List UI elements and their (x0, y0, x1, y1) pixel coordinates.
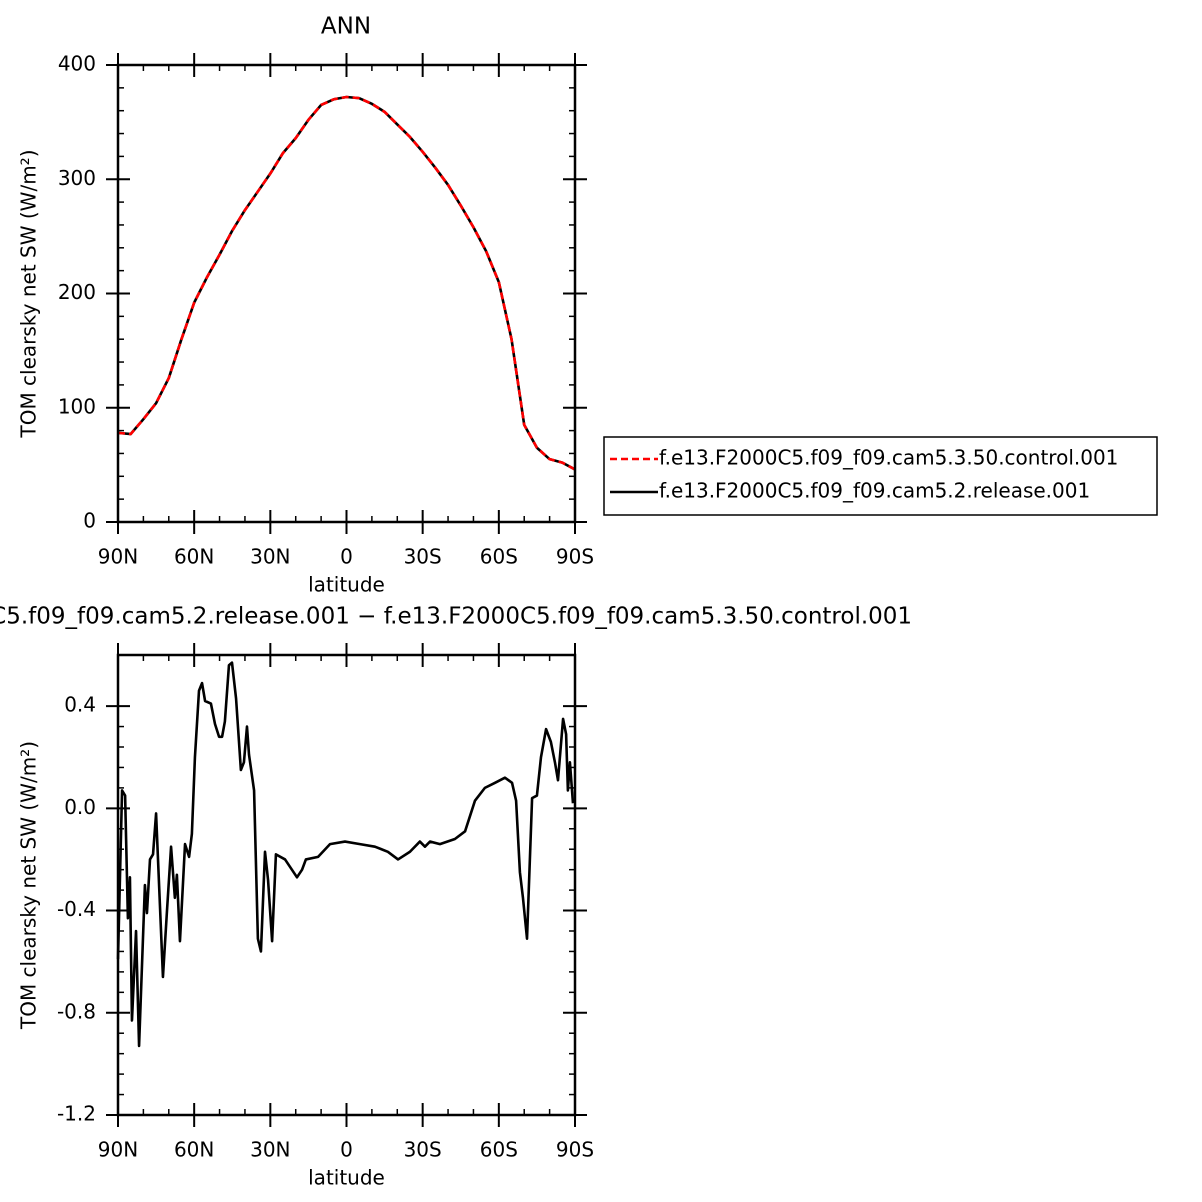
y-tick-label: 200 (58, 280, 96, 304)
x-tick-label: 90S (556, 545, 594, 569)
x-tick-label: 60N (174, 1138, 214, 1162)
chart-title: ANN (321, 14, 371, 40)
x-tick-label: 60S (480, 1138, 518, 1162)
x-axis-label: latitude (308, 1166, 385, 1190)
y-tick-label: 100 (58, 394, 96, 418)
plot-frame (116, 63, 577, 524)
y-axis-label: TOM clearsky net SW (W/m²) (17, 149, 41, 438)
y-tick-label: 300 (58, 166, 96, 190)
legend-label: f.e13.F2000C5.f09_f09.cam5.2.release.001 (659, 479, 1090, 503)
y-tick-label: 0 (83, 509, 96, 533)
legend-label: f.e13.F2000C5.f09_f09.cam5.3.50.control.… (659, 446, 1118, 470)
x-tick-label: 90N (98, 545, 138, 569)
plot-frame (116, 653, 577, 1117)
x-tick-label: 30S (404, 1138, 442, 1162)
x-tick-label: 0 (340, 545, 353, 569)
x-tick-label: 30N (250, 1138, 290, 1162)
y-tick-label: -1.2 (57, 1102, 96, 1126)
x-tick-label: 0 (340, 1138, 353, 1162)
data-line (117, 95, 576, 471)
x-tick-label: 60N (174, 545, 214, 569)
x-tick-label: 30N (250, 545, 290, 569)
x-tick-label: 60S (480, 545, 518, 569)
x-tick-label: 90N (98, 1138, 138, 1162)
data-line (117, 95, 576, 471)
x-tick-label: 90S (556, 1138, 594, 1162)
y-tick-label: -0.8 (57, 999, 96, 1023)
y-axis-label: TOM clearsky net SW (W/m²) (17, 741, 41, 1030)
legend-box (603, 436, 1158, 516)
x-axis-label: latitude (308, 573, 385, 597)
y-tick-label: 0.0 (64, 795, 96, 819)
data-line (116, 661, 575, 1048)
y-tick-label: 0.4 (64, 693, 96, 717)
x-tick-label: 30S (404, 545, 442, 569)
y-tick-label: -0.4 (57, 897, 96, 921)
y-tick-label: 400 (58, 52, 96, 76)
chart-title: f.e13.F2000C5.f09_f09.cam5.2.release.001… (0, 604, 912, 630)
